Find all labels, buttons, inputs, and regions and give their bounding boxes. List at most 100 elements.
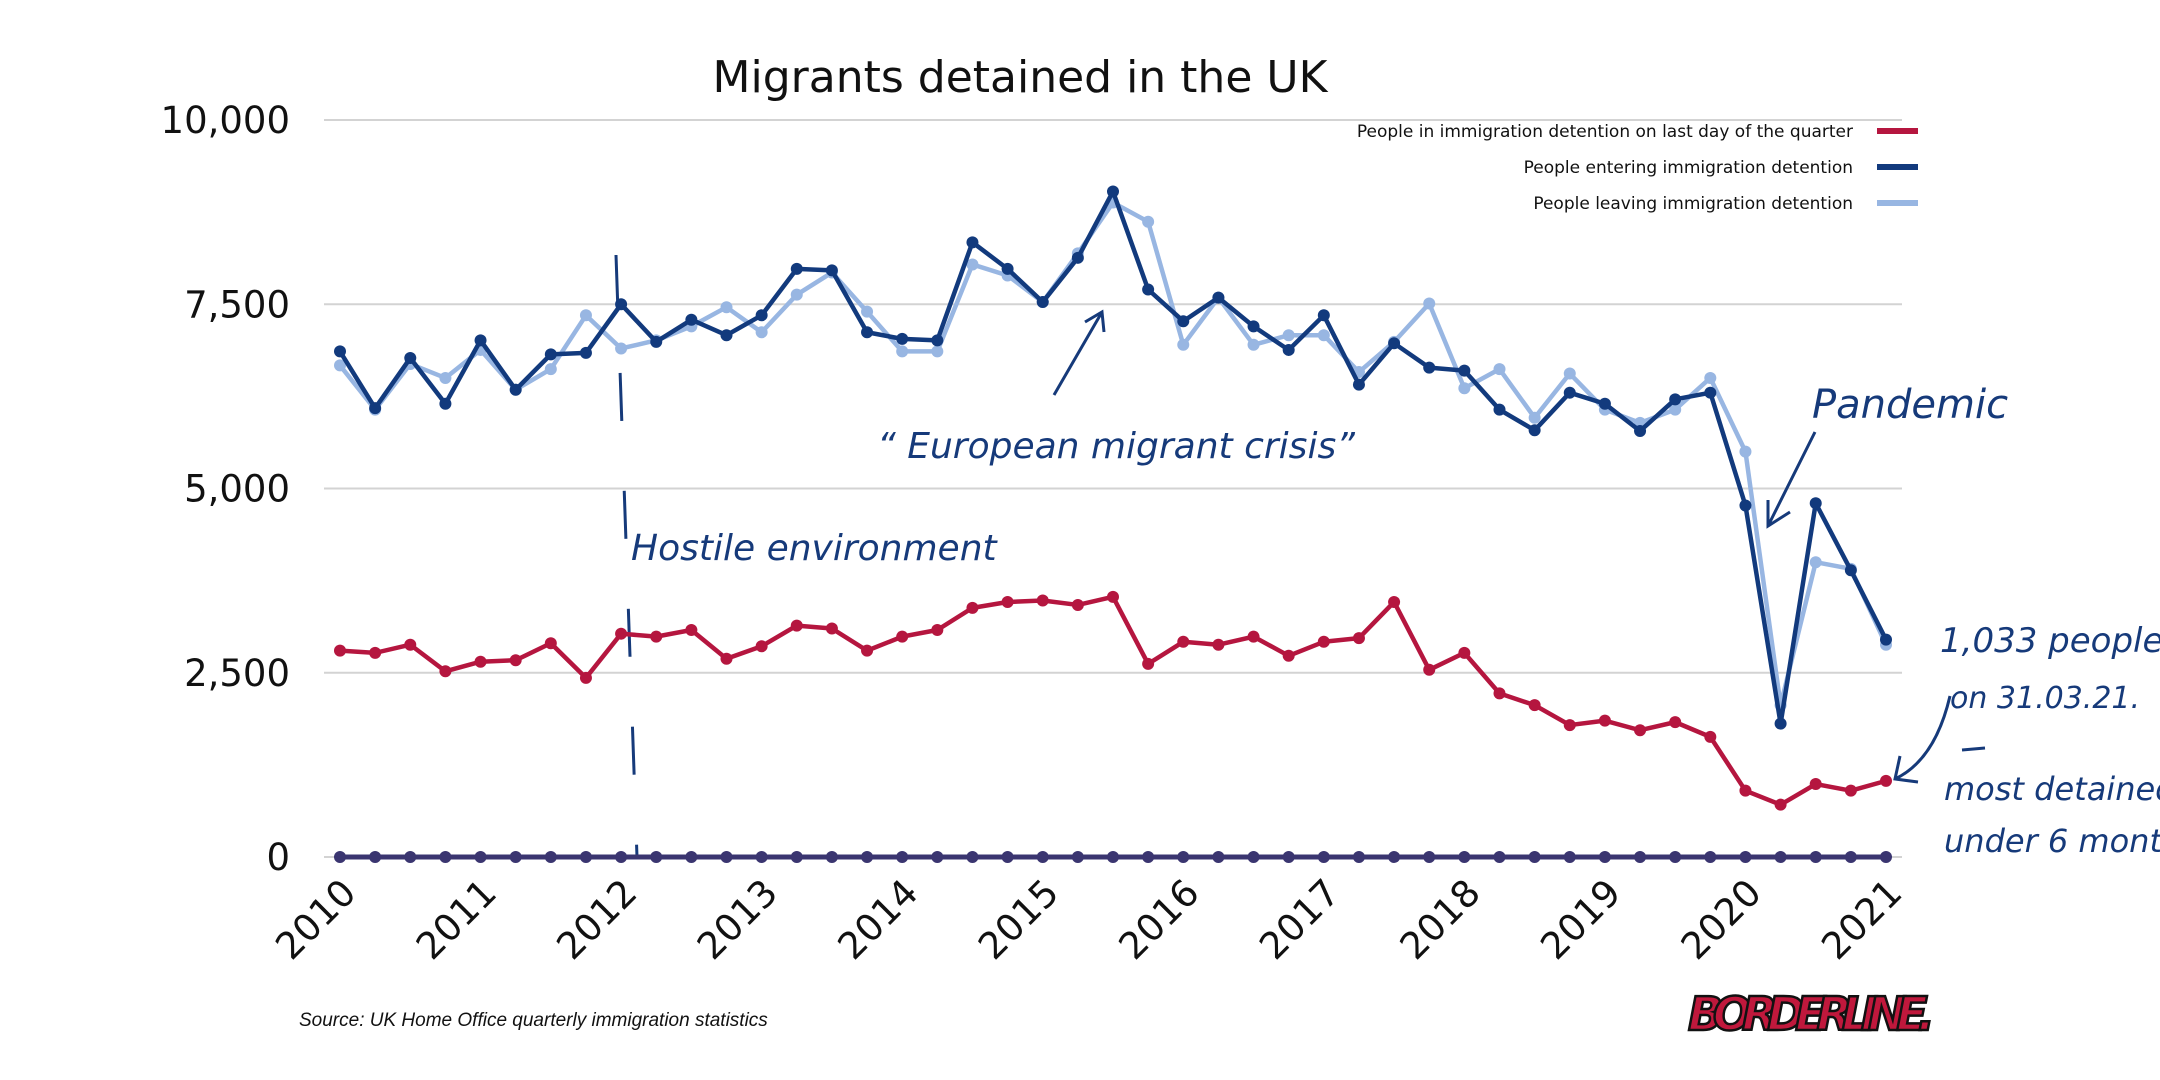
annotation-hostile-environment: Hostile environment: [631, 528, 999, 569]
data-point: [650, 335, 663, 348]
data-point: [1739, 499, 1752, 512]
x-tick-label: 2012: [548, 871, 645, 968]
x-axis-ticks: 2010 2011 2012 2013 2014 2015 2016 2017 2018 2019…: [267, 871, 1910, 968]
data-point: [1212, 851, 1225, 863]
data-point: [615, 627, 628, 640]
y-tick-label: 5,000: [184, 468, 290, 511]
data-point: [931, 345, 944, 358]
data-point: [1142, 283, 1155, 296]
data-point: [369, 646, 382, 659]
data-point: [1458, 364, 1471, 377]
data-point: [1563, 367, 1576, 380]
data-point: [755, 326, 768, 339]
series-lines: [334, 185, 1892, 863]
data-point: [1423, 851, 1436, 863]
data-point: [334, 345, 346, 358]
annotation-dash: [1961, 746, 1986, 752]
data-point: [1001, 262, 1014, 275]
data-point: [861, 851, 874, 863]
data-point: [1247, 338, 1260, 351]
data-point: [1107, 185, 1119, 198]
data-point: [439, 851, 452, 863]
data-point: [1036, 296, 1049, 309]
data-point: [790, 619, 803, 632]
borderline-logo: BORDERLINE.: [1688, 987, 1933, 1041]
data-point: [931, 624, 944, 637]
data-point: [1528, 411, 1541, 424]
data-point: [1493, 687, 1506, 700]
data-point: [1634, 724, 1647, 737]
data-point: [1880, 633, 1892, 646]
data-point: [1036, 594, 1049, 607]
data-point: [861, 326, 874, 339]
data-point: [1634, 425, 1647, 438]
data-point: [1669, 393, 1682, 406]
data-point: [1880, 774, 1892, 787]
data-point: [1528, 424, 1541, 437]
data-point: [404, 638, 417, 651]
series-line: [339, 594, 1887, 807]
data-point: [1563, 719, 1576, 732]
data-point: [1001, 595, 1014, 608]
data-point: [1598, 397, 1611, 410]
data-point: [650, 630, 663, 643]
data-point: [1598, 851, 1611, 863]
data-point: [861, 305, 874, 318]
data-point: [931, 851, 944, 863]
data-point: [544, 637, 557, 650]
data-point: [1704, 730, 1717, 743]
legend-label-detained: People in immigration detention on last …: [1357, 122, 1853, 142]
data-point: [931, 334, 944, 347]
hostile-environment-dashed-line: [614, 254, 639, 858]
data-point: [1107, 590, 1119, 603]
annotation-european-migrant-crisis: “ European migrant crisis”: [877, 426, 1355, 467]
data-point: [1704, 371, 1717, 384]
data-point: [1282, 329, 1295, 342]
data-point: [1739, 784, 1752, 797]
data-point: [369, 402, 382, 415]
data-point: [1317, 635, 1330, 648]
data-point: [720, 652, 733, 665]
data-point: [685, 851, 698, 863]
data-point: [615, 298, 628, 311]
data-point: [720, 301, 733, 314]
data-point: [1563, 851, 1576, 863]
annotation-under-6-months: under 6 months: [1944, 822, 2160, 860]
data-point: [1423, 663, 1436, 676]
data-point: [1493, 363, 1506, 376]
data-point: [439, 371, 452, 384]
x-tick-label: 2014: [830, 871, 927, 968]
data-point: [1774, 851, 1787, 863]
data-point: [1809, 497, 1822, 510]
data-point: [544, 348, 557, 361]
data-point: [1071, 598, 1084, 611]
data-point: [404, 352, 417, 365]
chart-title: Migrants detained in the UK: [713, 52, 1329, 103]
data-point: [1352, 378, 1365, 391]
data-point: [825, 622, 838, 635]
annotation-most-detained: most detained: [1944, 770, 2160, 808]
data-point: [685, 624, 698, 637]
data-point: [1352, 851, 1365, 863]
data-point: [1809, 851, 1822, 863]
data-point: [1317, 329, 1330, 342]
data-point: [579, 671, 592, 684]
gridlines: [324, 119, 1902, 858]
data-point: [1844, 564, 1857, 577]
data-point: [1177, 635, 1190, 648]
arrow-icon: [1766, 431, 1817, 529]
x-tick-label: 2016: [1111, 871, 1208, 968]
data-point: [1388, 851, 1401, 863]
data-point: [1844, 851, 1857, 863]
data-point: [1458, 646, 1471, 659]
data-point: [896, 630, 909, 643]
data-point: [720, 329, 733, 342]
data-point: [579, 309, 592, 322]
data-point: [1598, 714, 1611, 727]
data-point: [966, 258, 979, 271]
data-point: [896, 332, 909, 345]
data-point: [1528, 699, 1541, 712]
data-point: [1212, 638, 1225, 651]
data-point: [1107, 851, 1119, 863]
